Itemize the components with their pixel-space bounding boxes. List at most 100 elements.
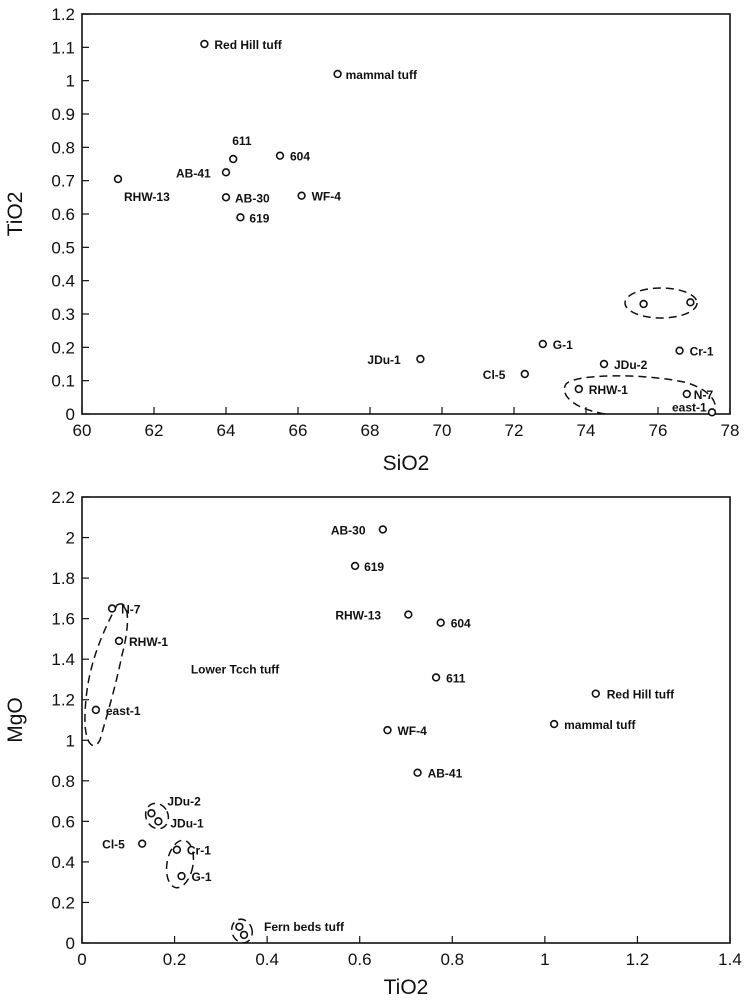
point-label-cl-5: Cl-5 bbox=[102, 838, 125, 852]
x-axis-label: SiO2 bbox=[383, 452, 430, 475]
y-tick-label: 0.6 bbox=[51, 205, 75, 224]
data-point-g-1 bbox=[177, 871, 186, 881]
point-label-mammal-tuff: mammal tuff bbox=[564, 718, 636, 732]
point-label-g-1: G-1 bbox=[553, 338, 573, 352]
y-tick-label: 1.4 bbox=[51, 650, 75, 669]
data-point-ab-41 bbox=[413, 768, 422, 777]
point-label-rhw-1: RHW-1 bbox=[129, 635, 168, 649]
y-tick-label: 2.2 bbox=[51, 488, 75, 507]
point-label-east-1: east-1 bbox=[672, 400, 707, 414]
point-label-jdu-1: JDu-1 bbox=[367, 353, 401, 367]
data-point-cl-5 bbox=[520, 369, 529, 379]
y-tick-label: 0.6 bbox=[51, 812, 75, 831]
y-tick-label: 0.2 bbox=[51, 893, 75, 912]
y-tick-label: 0.8 bbox=[51, 772, 75, 791]
point-label-rhw-13: RHW-13 bbox=[124, 190, 170, 204]
data-point-604 bbox=[436, 618, 445, 627]
data-point-jdu-1 bbox=[416, 354, 425, 364]
x-tick-label: 0.8 bbox=[440, 950, 464, 969]
x-tick-label: 0.2 bbox=[163, 950, 187, 969]
group-outline-jdu bbox=[144, 802, 170, 830]
group-outline-lower-tcch-tuff bbox=[84, 603, 129, 747]
point-label-ab-30: AB-30 bbox=[235, 191, 270, 205]
chart-tio2-vs-sio2: 60 62 64 66 68 70 72 74 76 78 0 0.1 0.2 0.3 0.4 0.5 0.6… bbox=[4, 5, 739, 475]
data-point-mammal-tuff bbox=[549, 719, 559, 729]
x-tick-label: 68 bbox=[361, 421, 380, 440]
x-tick-label: 62 bbox=[145, 421, 164, 440]
y-tick-label: 0.3 bbox=[51, 305, 75, 324]
point-label-cl-5: Cl-5 bbox=[483, 368, 506, 382]
data-point-rhw-13 bbox=[113, 174, 123, 184]
y-axis-label: MgO bbox=[4, 697, 27, 743]
y-tick-label: 1.2 bbox=[51, 5, 75, 24]
point-label-fern-beds-tuff: Fern beds tuff bbox=[264, 920, 345, 934]
data-point-ab-30 bbox=[221, 193, 231, 202]
chart-mgo-vs-tio2: 0 0.2 0.4 0.6 0.8 1 1.2 1.4 0 0.2 0.4 0.6 0.8 1 1.2 1.… bbox=[4, 488, 742, 999]
data-point-619 bbox=[236, 213, 245, 222]
x-tick-label: 1 bbox=[540, 950, 549, 969]
y-tick-label: 1.1 bbox=[51, 38, 75, 57]
x-tick-label: 78 bbox=[721, 421, 740, 440]
data-point-cr-1 bbox=[172, 845, 182, 854]
data-point-fern-beds-tuff bbox=[239, 930, 249, 940]
x-tick-label: 66 bbox=[289, 421, 308, 440]
point-label-cr-1: Cr-1 bbox=[690, 345, 714, 359]
x-tick-label: 0 bbox=[77, 950, 86, 969]
data-point-mammal-tuff bbox=[333, 69, 342, 79]
data-point-jdu-2 bbox=[599, 359, 609, 369]
point-label-ab-41: AB-41 bbox=[428, 767, 463, 781]
y-tick-label: 0 bbox=[66, 934, 75, 953]
data-point-ab-41 bbox=[221, 168, 231, 177]
data-point-604 bbox=[275, 151, 285, 160]
point-label-n-7: N-7 bbox=[121, 603, 141, 617]
y-tick-label: 0.8 bbox=[51, 138, 75, 157]
plot-frame bbox=[81, 496, 731, 944]
data-point-red-hill-tuff bbox=[591, 689, 600, 698]
point-label-wf-4: WF-4 bbox=[312, 190, 342, 204]
point-label-604: 604 bbox=[290, 150, 310, 164]
data-point-red-hill-tuff bbox=[200, 39, 209, 49]
point-label-g-1: G-1 bbox=[192, 870, 212, 884]
x-tick-label: 0.4 bbox=[255, 950, 279, 969]
y-tick-label: 0.1 bbox=[51, 372, 75, 391]
y-tick-label: 1.8 bbox=[51, 569, 75, 588]
data-point-east-1 bbox=[91, 705, 101, 715]
group-outline-rhw1-n7-east1 bbox=[563, 375, 716, 415]
point-label-jdu-2: JDu-2 bbox=[614, 358, 648, 372]
point-label-mammal-tuff: mammal tuff bbox=[346, 68, 418, 82]
point-label-619: 619 bbox=[364, 560, 384, 574]
y-axis-label: TiO2 bbox=[4, 192, 27, 237]
x-tick-label: 74 bbox=[577, 421, 596, 440]
x-tick-label: 76 bbox=[649, 421, 668, 440]
point-label-611: 611 bbox=[232, 134, 252, 148]
data-point-unlabeled bbox=[686, 298, 695, 307]
data-point-rhw-1 bbox=[114, 636, 124, 646]
x-tick-label: 1.4 bbox=[718, 950, 742, 969]
y-tick-label: 0.7 bbox=[51, 172, 75, 191]
data-point-611 bbox=[229, 154, 238, 164]
group-outline-high-tio2-pair bbox=[624, 287, 698, 319]
annotation-lower-tcch-tuff: Lower Tcch tuff bbox=[191, 662, 280, 676]
data-point-g-1 bbox=[538, 339, 547, 349]
point-label-red-hill-tuff: Red Hill tuff bbox=[214, 38, 282, 52]
x-tick-label: 64 bbox=[217, 421, 236, 440]
point-label-jdu-1: JDu-1 bbox=[170, 816, 204, 830]
y-tick-label: 0.2 bbox=[51, 338, 75, 357]
point-label-wf-4: WF-4 bbox=[397, 724, 427, 738]
y-tick-label: 0.4 bbox=[51, 853, 75, 872]
x-tick-label: 1.2 bbox=[626, 950, 650, 969]
point-label-619: 619 bbox=[249, 211, 269, 225]
data-point-jdu-2 bbox=[147, 809, 156, 818]
y-tick-label: 1 bbox=[66, 731, 75, 750]
point-label-east-1: east-1 bbox=[106, 704, 141, 718]
y-tick-label: 1.2 bbox=[51, 691, 75, 710]
x-tick-label: 60 bbox=[73, 421, 92, 440]
data-point-619 bbox=[350, 561, 360, 571]
data-point-cr-1 bbox=[675, 346, 684, 355]
data-point-ab-30 bbox=[378, 525, 388, 534]
data-point-n-7 bbox=[682, 389, 691, 399]
data-point-rhw-13 bbox=[404, 610, 413, 619]
data-point-unlabeled bbox=[235, 922, 244, 931]
data-point-611 bbox=[431, 673, 441, 682]
